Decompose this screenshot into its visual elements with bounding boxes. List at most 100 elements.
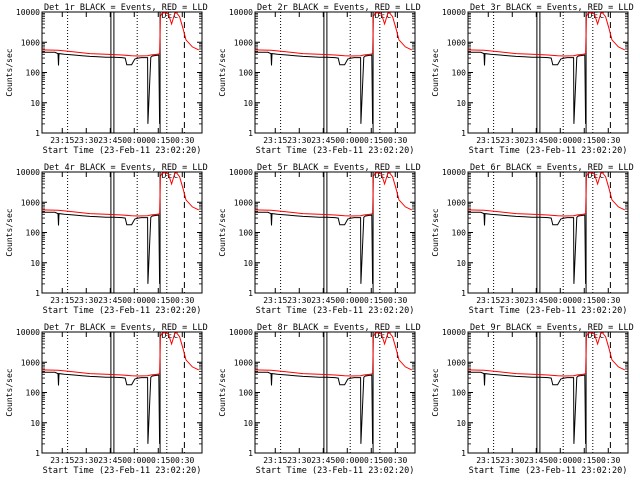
plot-frame [41, 171, 203, 294]
y-tick-label: 100 [26, 389, 41, 398]
top-marker-label: E [593, 171, 598, 180]
events-series-line [468, 51, 587, 124]
x-axis-label: Start Time (23-Feb-11 23:02:20) [469, 466, 628, 476]
x-tick-label: 00:00 [548, 136, 572, 145]
y-tick-label: 1 [35, 449, 40, 458]
y-axis-label: Counts/sec [218, 208, 227, 256]
x-tick-label: 00:30 [596, 136, 620, 145]
panel-title: Det 8r BLACK = Events, RED = LLD [257, 323, 421, 333]
x-tick-label: 23:15 [476, 456, 500, 465]
plot-frame [467, 11, 629, 134]
y-axis-label: Counts/sec [5, 208, 14, 256]
x-tick-label: 00:15 [359, 296, 383, 305]
x-tick-label: 00:30 [383, 136, 407, 145]
panel-8: Det 8r BLACK = Events, RED = LLD 1 10 100 10… [218, 323, 421, 476]
events-series-line [255, 211, 374, 284]
x-tick-label: 23:15 [50, 136, 74, 145]
events-series-line [468, 371, 587, 444]
plot-frame [41, 11, 203, 134]
x-axis-label: Start Time (23-Feb-11 23:02:20) [43, 466, 202, 476]
y-tick-label: 100 [452, 389, 467, 398]
y-axis-label: Counts/sec [218, 368, 227, 416]
y-tick-label: 10000 [16, 168, 40, 177]
top-marker-label: C [173, 171, 178, 180]
x-tick-label: 00:30 [383, 456, 407, 465]
events-series-line [468, 211, 587, 284]
x-tick-label: 00:15 [359, 456, 383, 465]
top-marker-label: C [599, 171, 604, 180]
top-marker-label: E [167, 171, 172, 180]
x-tick-label: 23:30 [500, 456, 524, 465]
x-tick-label: 00:30 [170, 456, 194, 465]
x-tick-label: 00:30 [383, 296, 407, 305]
panel-title: Det 1r BLACK = Events, RED = LLD [44, 3, 208, 13]
x-tick-label: 23:45 [98, 296, 122, 305]
lld-series-line [254, 12, 413, 57]
y-tick-label: 10000 [229, 8, 253, 17]
panel-1: Det 1r BLACK = Events, RED = LLD 1 10 100 10… [5, 3, 208, 156]
panel-title: Det 2r BLACK = Events, RED = LLD [257, 3, 421, 13]
y-tick-label: 100 [452, 229, 467, 238]
top-marker-label: E [380, 331, 385, 340]
plot-frame [254, 171, 416, 294]
panel-title: Det 5r BLACK = Events, RED = LLD [257, 163, 421, 173]
y-axis-label: Counts/sec [5, 48, 14, 96]
x-tick-label: 23:45 [524, 456, 548, 465]
top-marker-label: E [380, 11, 385, 20]
top-marker-label: D [588, 11, 593, 20]
x-tick-label: 23:15 [476, 136, 500, 145]
x-axis-label: Start Time (23-Feb-11 23:02:20) [256, 146, 415, 156]
y-axis-label: Counts/sec [431, 48, 440, 96]
y-tick-label: 1000 [21, 198, 40, 207]
y-tick-label: 10 [30, 99, 40, 108]
y-tick-label: 10000 [16, 328, 40, 337]
y-tick-label: 1000 [21, 358, 40, 367]
y-tick-label: 10 [30, 419, 40, 428]
y-tick-label: 100 [452, 69, 467, 78]
y-axis-label: Counts/sec [431, 368, 440, 416]
top-marker-label: D [162, 171, 167, 180]
top-marker-label: E [167, 331, 172, 340]
plot-frame [467, 331, 629, 454]
top-marker-label: C [386, 171, 391, 180]
y-tick-label: 10 [456, 259, 466, 268]
y-tick-label: 10 [456, 99, 466, 108]
lld-series-line [254, 332, 413, 377]
top-marker-label: C [386, 11, 391, 20]
x-tick-label: 00:00 [122, 456, 146, 465]
panel-3: Det 3r BLACK = Events, RED = LLD 1 10 100 10… [431, 3, 634, 156]
panel-4: Det 4r BLACK = Events, RED = LLD 1 10 100 10… [5, 163, 208, 316]
y-tick-label: 10000 [229, 328, 253, 337]
x-tick-label: 23:30 [74, 136, 98, 145]
y-tick-label: 1 [35, 289, 40, 298]
y-tick-label: 10000 [16, 8, 40, 17]
panel-9: Det 9r BLACK = Events, RED = LLD 1 10 100 10… [431, 323, 634, 476]
x-tick-label: 23:30 [74, 296, 98, 305]
top-marker-label: C [173, 11, 178, 20]
x-tick-label: 23:45 [524, 136, 548, 145]
panel-title: Det 9r BLACK = Events, RED = LLD [470, 323, 634, 333]
x-tick-label: 23:15 [50, 296, 74, 305]
panel-2: Det 2r BLACK = Events, RED = LLD 1 10 100 10… [218, 3, 421, 156]
lld-series-line [41, 12, 200, 57]
x-tick-label: 00:30 [596, 296, 620, 305]
y-axis-label: Counts/sec [5, 368, 14, 416]
x-tick-label: 23:45 [98, 136, 122, 145]
y-tick-label: 1 [461, 289, 466, 298]
x-axis-label: Start Time (23-Feb-11 23:02:20) [256, 466, 415, 476]
x-tick-label: 23:15 [263, 456, 287, 465]
x-tick-label: 23:45 [311, 296, 335, 305]
plot-frame [254, 11, 416, 134]
x-tick-label: 00:15 [359, 136, 383, 145]
x-tick-label: 23:15 [50, 456, 74, 465]
x-tick-label: 00:15 [572, 296, 596, 305]
x-tick-label: 00:30 [170, 136, 194, 145]
y-tick-label: 10000 [442, 8, 466, 17]
y-tick-label: 1000 [447, 358, 466, 367]
x-tick-label: 00:30 [596, 456, 620, 465]
top-marker-label: C [599, 331, 604, 340]
lld-series-line [41, 172, 200, 217]
x-tick-label: 00:15 [146, 136, 170, 145]
x-tick-label: 23:30 [74, 456, 98, 465]
